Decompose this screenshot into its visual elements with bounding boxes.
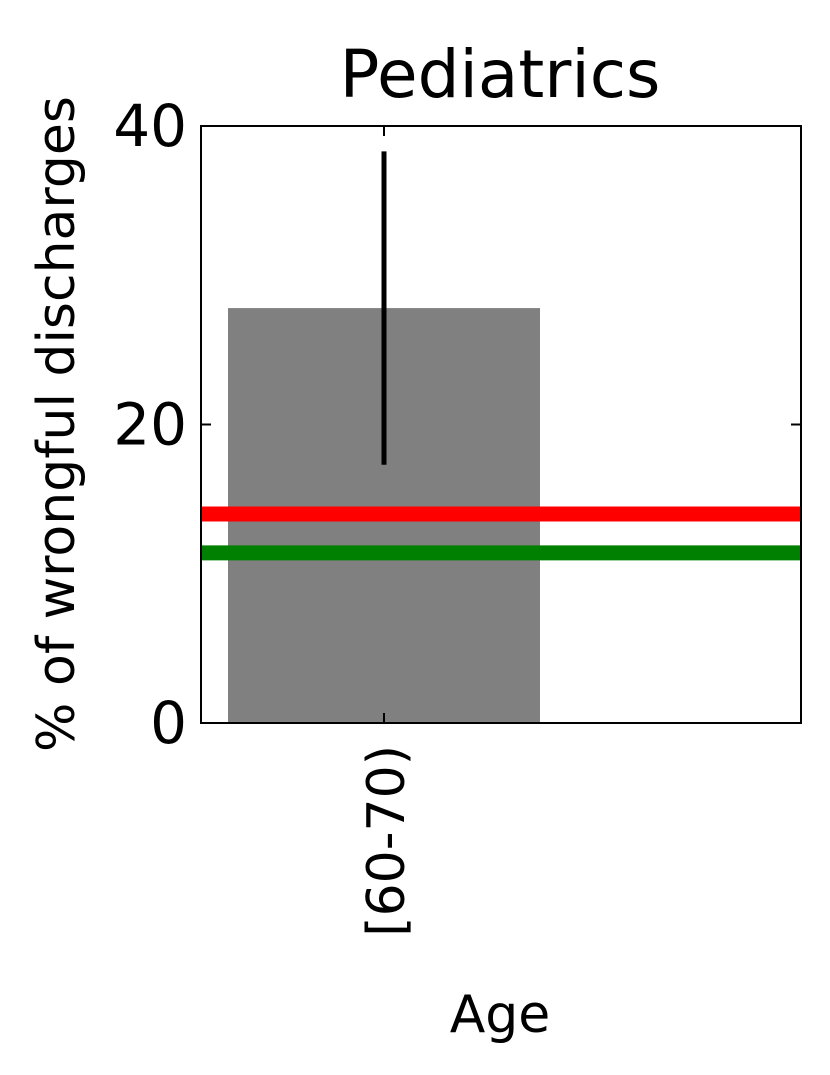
x-axis-ticks: [60-70) <box>357 126 417 937</box>
y-axis-label: % of wrongful discharges <box>27 96 87 752</box>
y-tick-label: 20 <box>113 391 187 459</box>
x-tick-label: [60-70) <box>357 745 417 937</box>
chart-title: Pediatrics <box>340 36 661 113</box>
y-axis-ticks: 0 20 40 <box>113 92 801 757</box>
plot-area <box>201 151 801 723</box>
x-axis-label: Age <box>450 985 551 1045</box>
y-tick-label: 40 <box>113 92 187 160</box>
y-tick-label: 0 <box>150 689 187 757</box>
